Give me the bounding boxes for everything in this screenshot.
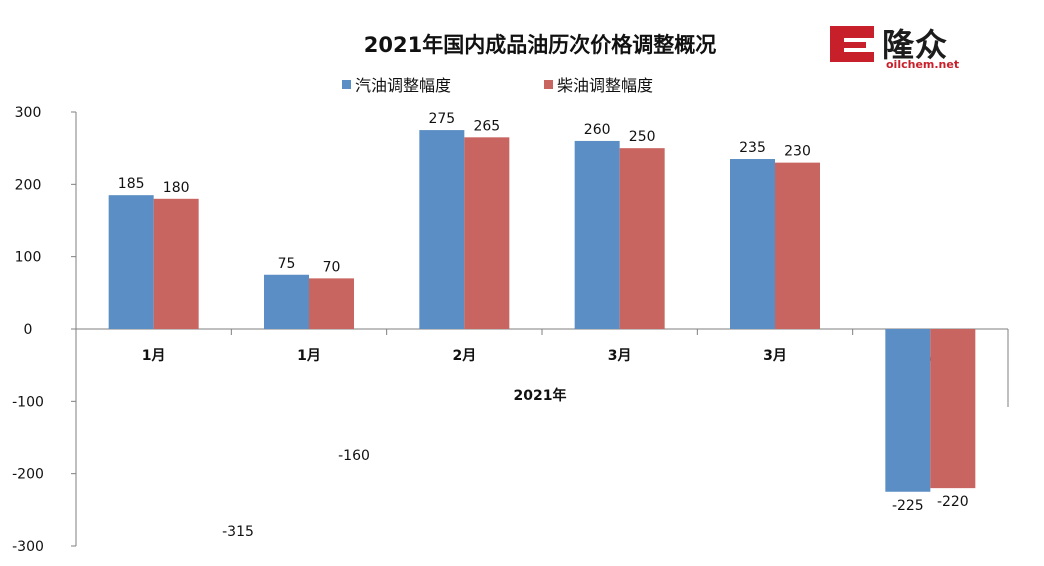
legend: 汽油调整幅度 柴油调整幅度 (342, 76, 653, 95)
logo-brand-text: 隆众 (882, 26, 949, 64)
data-label: 235 (739, 140, 766, 156)
bar (419, 130, 465, 329)
data-labels: 185 180 75 70 275 265 260 250 235 230 -225 -220 -315… (118, 111, 969, 540)
bar (930, 329, 976, 489)
chart-title: 2021年国内成品油历次价格调整概况 (364, 33, 716, 57)
x-tick-label: 1月 (297, 348, 321, 364)
bar (619, 148, 665, 329)
bar (464, 137, 510, 329)
y-tick-label: 0 (24, 322, 33, 338)
legend-swatch (544, 80, 553, 89)
data-label: 260 (584, 122, 611, 138)
data-label: 275 (428, 111, 455, 127)
x-axis-title: 2021年 (514, 387, 567, 404)
bars (108, 130, 976, 492)
legend-label: 柴油调整幅度 (557, 76, 653, 95)
bar (264, 274, 309, 329)
data-label: 185 (118, 176, 145, 192)
y-tick-label: -300 (12, 539, 44, 555)
annotation-label: -315 (222, 524, 254, 540)
bar (885, 329, 931, 492)
logo-url-text: oilchem.net (886, 58, 960, 71)
bar (730, 159, 775, 329)
x-tick-label: 1月 (142, 348, 166, 364)
data-label: 250 (629, 129, 656, 145)
bar (309, 278, 354, 329)
bar (108, 195, 154, 329)
x-tick-label: 3月 (608, 348, 632, 364)
bar (574, 140, 620, 329)
data-label: -220 (937, 494, 969, 510)
y-tick-label: -100 (12, 394, 44, 410)
logo: 隆众 oilchem.net (826, 18, 1006, 71)
x-tick-label: 3月 (763, 348, 787, 364)
y-tick-label: 100 (15, 250, 42, 266)
x-tick-label: 2月 (452, 348, 476, 364)
data-label: 75 (278, 256, 296, 272)
legend-swatch (342, 80, 351, 89)
data-label: -225 (892, 498, 924, 514)
data-label: 230 (784, 144, 811, 160)
bar (153, 198, 199, 329)
bar (775, 162, 820, 329)
data-label: 70 (323, 259, 341, 275)
oilchem-logo-icon (830, 26, 874, 62)
data-label: 265 (473, 118, 500, 134)
annotation-label: -160 (338, 448, 370, 464)
legend-label: 汽油调整幅度 (355, 76, 451, 95)
y-tick-label: 300 (15, 105, 42, 121)
y-tick-label: 200 (15, 177, 42, 193)
data-label: 180 (163, 180, 190, 196)
y-tick-label: -200 (12, 467, 44, 483)
